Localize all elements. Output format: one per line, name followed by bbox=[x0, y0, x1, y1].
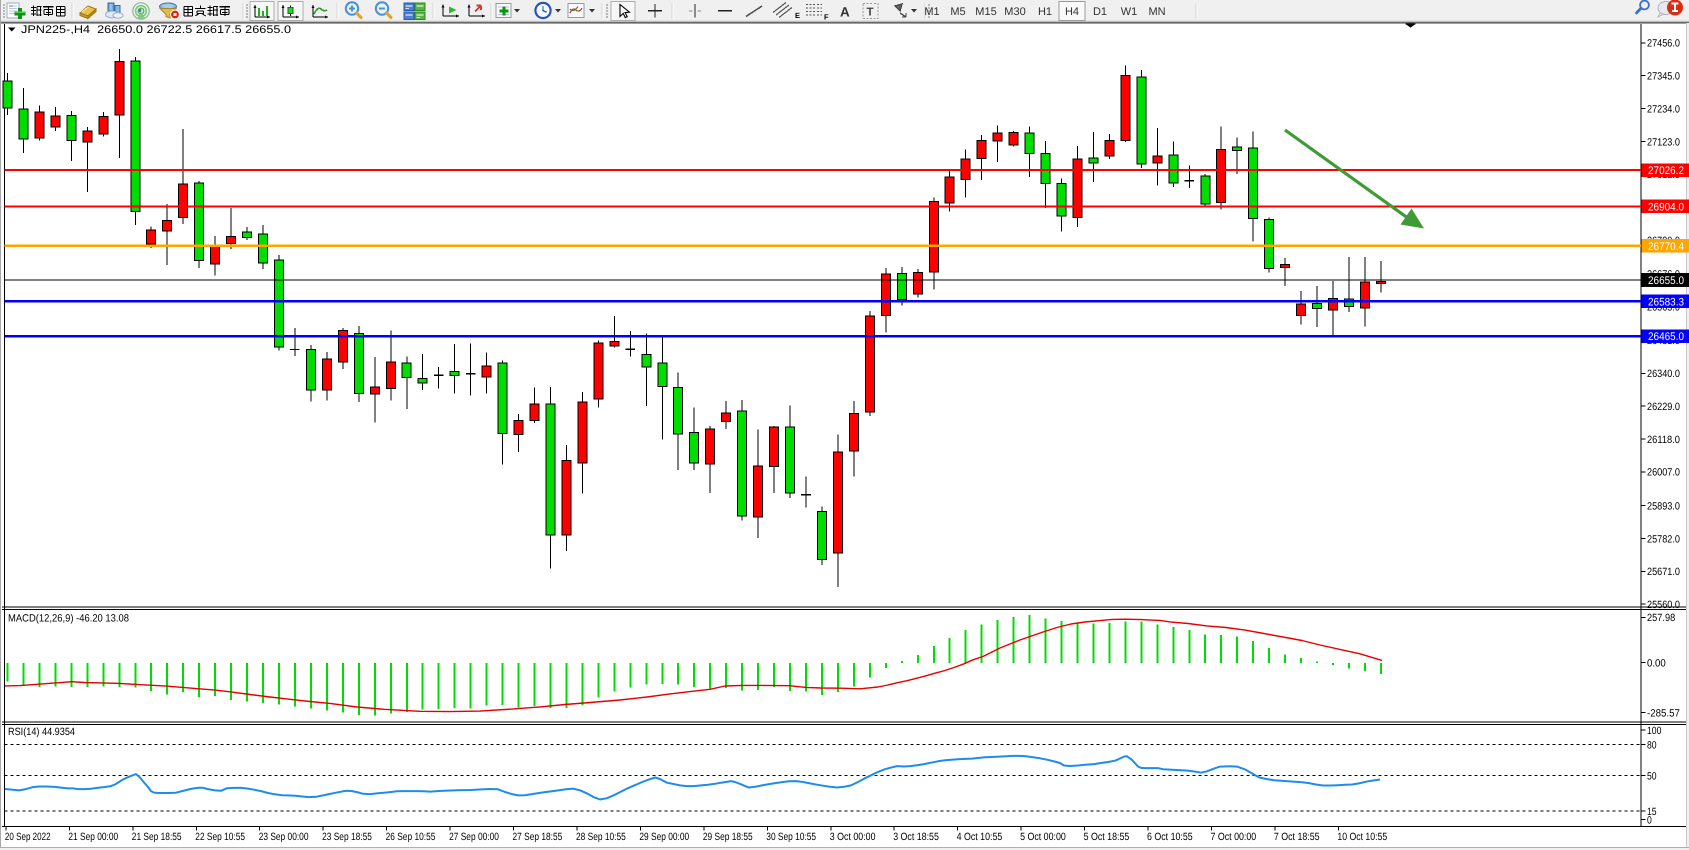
svg-text:4 Oct 10:55: 4 Oct 10:55 bbox=[957, 831, 1003, 843]
svg-text:F: F bbox=[824, 13, 829, 22]
svg-text:10 Oct 10:55: 10 Oct 10:55 bbox=[1337, 831, 1387, 843]
svg-text:15: 15 bbox=[1647, 806, 1657, 818]
svg-text:30 Sep 10:55: 30 Sep 10:55 bbox=[766, 831, 816, 843]
svg-text:23 Sep 18:55: 23 Sep 18:55 bbox=[322, 831, 372, 843]
svg-text:25560.0: 25560.0 bbox=[1647, 599, 1680, 611]
svg-text:27234.0: 27234.0 bbox=[1647, 103, 1680, 115]
svg-text:26465.0: 26465.0 bbox=[1648, 331, 1684, 343]
svg-text:5 Oct 18:55: 5 Oct 18:55 bbox=[1084, 831, 1130, 843]
svg-text:M30: M30 bbox=[1004, 6, 1025, 18]
svg-text:MACD(12,26,9) -46.20 13.08: MACD(12,26,9) -46.20 13.08 bbox=[8, 613, 129, 625]
svg-text:3 Oct 00:00: 3 Oct 00:00 bbox=[830, 831, 876, 843]
svg-text:50: 50 bbox=[1647, 770, 1657, 782]
svg-text:A: A bbox=[840, 5, 850, 20]
svg-text:26340.0: 26340.0 bbox=[1647, 368, 1680, 380]
svg-text:26118.0: 26118.0 bbox=[1647, 434, 1680, 446]
svg-text:26770.4: 26770.4 bbox=[1648, 241, 1684, 253]
svg-text:29 Sep 00:00: 29 Sep 00:00 bbox=[639, 831, 689, 843]
svg-text:0: 0 bbox=[1647, 814, 1652, 826]
svg-text:20 Sep 2022: 20 Sep 2022 bbox=[5, 831, 51, 843]
svg-text:26583.3: 26583.3 bbox=[1648, 296, 1684, 308]
svg-text:H1: H1 bbox=[1038, 6, 1052, 18]
svg-text:3 Oct 18:55: 3 Oct 18:55 bbox=[893, 831, 939, 843]
svg-text:M5: M5 bbox=[950, 6, 965, 18]
svg-text:T: T bbox=[867, 7, 874, 19]
svg-text:26 Sep 10:55: 26 Sep 10:55 bbox=[386, 831, 436, 843]
svg-text:5 Oct 00:00: 5 Oct 00:00 bbox=[1020, 831, 1066, 843]
svg-text:27345.0: 27345.0 bbox=[1647, 71, 1680, 83]
svg-text:29 Sep 18:55: 29 Sep 18:55 bbox=[703, 831, 753, 843]
svg-text:22 Sep 10:55: 22 Sep 10:55 bbox=[195, 831, 245, 843]
svg-text:W1: W1 bbox=[1121, 6, 1138, 18]
svg-text:21 Sep 18:55: 21 Sep 18:55 bbox=[132, 831, 182, 843]
svg-text:RSI(14) 44.9354: RSI(14) 44.9354 bbox=[8, 726, 75, 738]
svg-text:25671.0: 25671.0 bbox=[1647, 566, 1680, 578]
svg-text:27026.2: 27026.2 bbox=[1648, 165, 1684, 177]
svg-text:E: E bbox=[795, 11, 800, 20]
svg-text:26229.0: 26229.0 bbox=[1647, 401, 1680, 413]
svg-text:25782.0: 25782.0 bbox=[1647, 533, 1680, 545]
svg-text:27456.0: 27456.0 bbox=[1647, 38, 1680, 50]
svg-text:27 Sep 18:55: 27 Sep 18:55 bbox=[513, 831, 563, 843]
svg-text:27123.0: 27123.0 bbox=[1647, 136, 1680, 148]
svg-text:6 Oct 10:55: 6 Oct 10:55 bbox=[1147, 831, 1193, 843]
svg-text:100: 100 bbox=[1647, 725, 1662, 737]
svg-text:7 Oct 18:55: 7 Oct 18:55 bbox=[1274, 831, 1320, 843]
svg-text:0.00: 0.00 bbox=[1647, 657, 1666, 669]
svg-text:MN: MN bbox=[1148, 6, 1165, 18]
svg-text:21 Sep 00:00: 21 Sep 00:00 bbox=[68, 831, 118, 843]
svg-text:26007.0: 26007.0 bbox=[1647, 467, 1680, 479]
svg-text:H4: H4 bbox=[1065, 6, 1079, 18]
svg-text:M15: M15 bbox=[975, 6, 996, 18]
svg-text:25893.0: 25893.0 bbox=[1647, 500, 1680, 512]
svg-text:26655.0: 26655.0 bbox=[1648, 275, 1684, 287]
svg-text:7 Oct 00:00: 7 Oct 00:00 bbox=[1211, 831, 1257, 843]
svg-text:23 Sep 00:00: 23 Sep 00:00 bbox=[259, 831, 309, 843]
svg-text:27 Sep 00:00: 27 Sep 00:00 bbox=[449, 831, 499, 843]
svg-text:-285.57: -285.57 bbox=[1647, 707, 1680, 719]
svg-text:JPN225-,H4 26650.0 26722.5 26: JPN225-,H4 26650.0 26722.5 26617.5 26655… bbox=[21, 24, 291, 36]
svg-text:80: 80 bbox=[1647, 739, 1657, 751]
svg-text:26904.0: 26904.0 bbox=[1648, 201, 1684, 213]
svg-text:28 Sep 10:55: 28 Sep 10:55 bbox=[576, 831, 626, 843]
svg-text:M1: M1 bbox=[924, 6, 939, 18]
svg-text:257.98: 257.98 bbox=[1647, 612, 1675, 624]
svg-text:D1: D1 bbox=[1093, 6, 1107, 18]
